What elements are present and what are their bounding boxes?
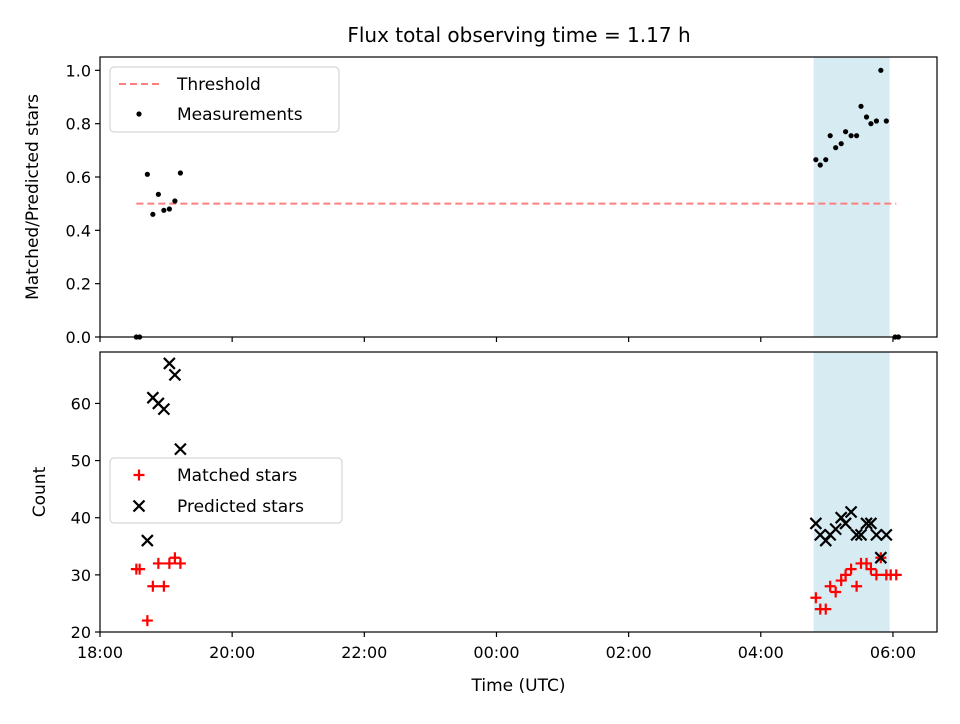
top-shaded-span (813, 57, 890, 337)
matched-star-point (820, 603, 832, 615)
measurement-point (161, 207, 167, 213)
predicted-star-point (844, 505, 858, 519)
predicted-legend-swatch (132, 499, 146, 513)
bottom-x-axis-label: Time (UTC) (471, 676, 566, 696)
bottom-axes-frame (99, 351, 938, 633)
measurement-point (863, 114, 870, 120)
x-tick-label: 06:00 (870, 643, 916, 662)
x-tick-label: 18:00 (77, 643, 123, 662)
y-tick-label: 60 (71, 394, 91, 413)
y-tick-label: 50 (71, 452, 91, 471)
predicted-star-point (860, 517, 873, 530)
predicted-star-point (854, 528, 868, 542)
measurement-point (823, 157, 829, 163)
y-tick-label: 0.4 (66, 221, 91, 240)
measurement-point (817, 162, 823, 168)
top-legend-frame (109, 66, 340, 133)
measurement-point (144, 171, 150, 177)
bottom-legend: Matched stars Predicted stars (109, 457, 343, 524)
measurement-point (842, 129, 849, 135)
measurement-point (838, 141, 844, 147)
matched-star-point (835, 575, 847, 587)
x-tick-label: 02:00 (606, 643, 652, 662)
predicted-star-point (864, 517, 878, 530)
top-y-axis-label: Matched/Predicted stars (23, 94, 43, 300)
measurement-legend-swatch (136, 111, 142, 117)
measurement-point (858, 103, 864, 109)
predicted-star-point (141, 534, 154, 547)
measurement-point (166, 206, 172, 212)
matched-star-point (174, 557, 186, 569)
matched-star-point (851, 580, 863, 592)
predicted-star-point (850, 528, 863, 542)
measurement-point (813, 157, 819, 163)
measurement-point (883, 118, 889, 124)
measurement-point (854, 133, 860, 139)
chart-title: Flux total observing time = 1.17 h (347, 23, 690, 47)
threshold-legend-label: Threshold (176, 75, 261, 95)
x-tick-label: 22:00 (341, 643, 387, 662)
matched-legend-label: Matched stars (177, 466, 297, 486)
matched-star-point (870, 569, 882, 581)
measurement-point (827, 133, 833, 139)
matched-star-point (163, 557, 175, 569)
predicted-star-point (168, 368, 182, 382)
measurement-point (177, 170, 183, 176)
predicted-star-point (157, 402, 171, 416)
x-tick-label: 00:00 (473, 643, 519, 662)
measurement-point (150, 211, 156, 217)
measurement-point (878, 67, 884, 73)
y-tick-label: 20 (71, 623, 91, 642)
y-tick-label: 0.6 (66, 168, 91, 187)
y-tick-label: 0.0 (66, 328, 91, 347)
matched-star-point (824, 580, 836, 592)
x-tick-label: 04:00 (738, 643, 784, 662)
matched-star-point (810, 592, 822, 604)
matched-star-point (845, 563, 857, 575)
x-tick-label: 20:00 (209, 643, 255, 662)
y-tick-label: 0.8 (66, 115, 91, 134)
matched-star-point (890, 569, 902, 581)
predicted-star-point (174, 442, 187, 456)
bottom-legend-frame (109, 457, 343, 524)
matched-star-point (840, 569, 852, 581)
matched-star-point (861, 557, 873, 569)
y-tick-label: 30 (71, 566, 91, 585)
matched-star-point (147, 580, 159, 592)
measurement-point (155, 191, 161, 197)
predicted-star-point (839, 517, 852, 530)
matched-star-point (169, 552, 181, 564)
measurement-legend-label: Measurements (177, 105, 303, 125)
predicted-star-point (870, 528, 883, 542)
bottom-panel: 20 30 40 50 60 18:00 20:00 22:00 00:00 02:00 04:00… (30, 351, 938, 696)
matched-legend-swatch (133, 469, 145, 481)
predicted-star-point (874, 551, 888, 564)
measurement-point (873, 118, 880, 124)
predicted-legend-label: Predicted stars (177, 497, 304, 517)
matched-star-point (830, 586, 842, 598)
matched-star-point (134, 563, 146, 575)
predicted-star-point (829, 522, 842, 536)
measurement-point (848, 133, 854, 139)
predicted-star-point (809, 517, 823, 530)
y-tick-label: 0.2 (66, 275, 91, 294)
measurement-point (833, 145, 839, 151)
predicted-star-point (163, 357, 176, 370)
top-panel: 0.0 0.2 0.4 0.6 0.8 1.0 Matched/Predicted sta… (23, 56, 938, 347)
matched-star-point (865, 563, 877, 575)
top-axes-frame (99, 56, 938, 338)
y-tick-label: 1.0 (66, 61, 91, 80)
predicted-star-point (880, 528, 893, 542)
matched-star-point (158, 580, 170, 592)
measurement-point (172, 198, 178, 204)
top-legend: Threshold Measurements (109, 66, 340, 133)
y-tick-label: 40 (71, 509, 91, 528)
bottom-shaded-span (813, 352, 890, 632)
matched-star-point (152, 557, 164, 569)
bottom-y-axis-label: Count (30, 466, 50, 517)
measurement-point (868, 121, 874, 127)
matched-star-point (141, 615, 153, 627)
